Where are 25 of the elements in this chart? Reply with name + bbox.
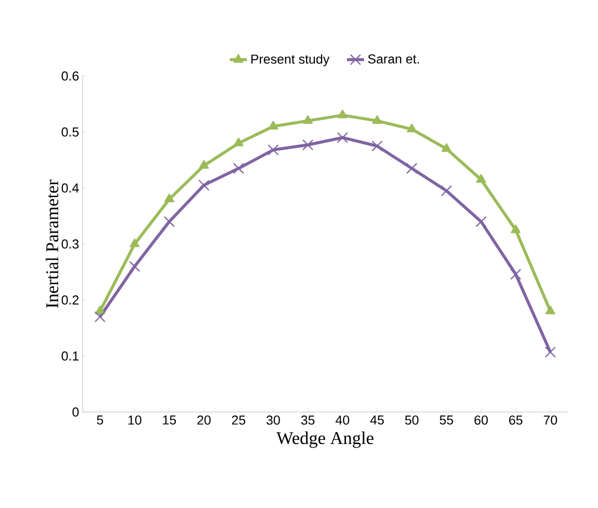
- y-tick-label: 0.4: [62, 183, 79, 193]
- x-tick-label: 50: [405, 416, 418, 425]
- legend-label: Present study: [251, 54, 330, 66]
- x-tick-label: 25: [232, 416, 246, 425]
- y-axis-title: Inertial Parameter: [46, 180, 58, 308]
- legend-label: Saran et.: [368, 54, 419, 64]
- x-tick-label: 55: [440, 416, 454, 425]
- x-tick-label: 15: [163, 416, 176, 425]
- y-tick-label: 0: [72, 407, 79, 417]
- y-tick-label: 0.3: [62, 239, 79, 249]
- x-tick-label: 10: [128, 416, 142, 425]
- x-axis-title: Wedge Angle: [276, 432, 374, 448]
- y-tick-label: 0.6: [62, 71, 79, 81]
- x-tick-label: 5: [96, 416, 104, 425]
- y-tick-label: 0.1: [62, 351, 79, 361]
- x-tick-label: 60: [474, 416, 488, 425]
- y-tick-label: 0.5: [62, 127, 79, 137]
- x-tick-label: 65: [509, 416, 522, 425]
- x-tick-label: 45: [370, 416, 384, 425]
- x-tick-label: 20: [197, 416, 211, 425]
- x-tick-label: 30: [266, 416, 280, 425]
- y-tick-label: 0.2: [62, 295, 79, 305]
- x-tick-label: 40: [336, 416, 350, 425]
- x-tick-label: 70: [544, 416, 558, 425]
- x-tick-label: 35: [301, 416, 315, 425]
